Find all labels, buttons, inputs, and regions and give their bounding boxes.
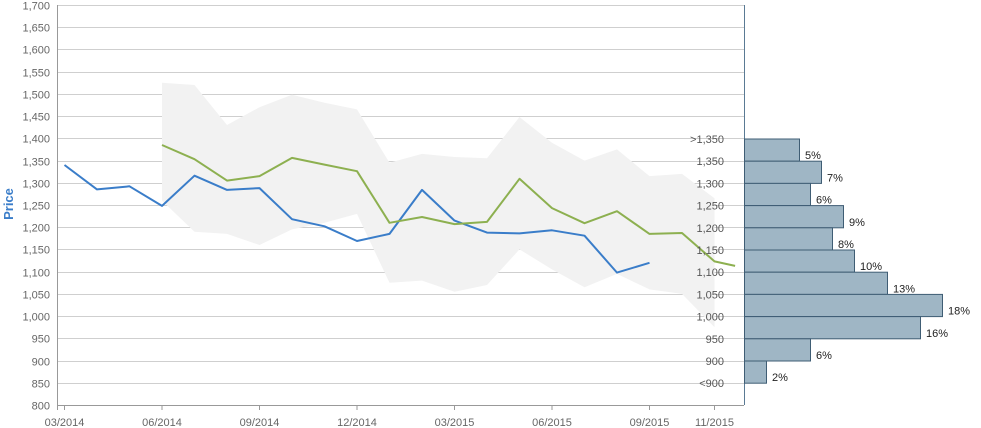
y-axis-label: Price xyxy=(1,188,16,220)
distribution-bin-label: 1,350 xyxy=(696,156,724,168)
distribution-percent-label: 2% xyxy=(772,372,788,384)
distribution-bin-label: >1,350 xyxy=(690,134,724,146)
distribution-bin-label: 1,250 xyxy=(696,201,724,213)
distribution-bar xyxy=(744,205,844,229)
distribution-bar xyxy=(744,182,811,207)
distribution-bar xyxy=(744,338,811,362)
distribution-bar xyxy=(744,316,921,340)
y-tick-label: 1,250 xyxy=(22,201,50,213)
y-tick-label: 1,450 xyxy=(22,112,50,124)
distribution-bin-label: 1,200 xyxy=(696,223,724,235)
distribution-bin-label: 1,100 xyxy=(696,267,724,279)
x-tick-label: 06/2014 xyxy=(142,417,182,428)
distribution-percent-label: 6% xyxy=(816,195,832,207)
distribution-bar xyxy=(744,227,833,251)
y-tick-label: 1,500 xyxy=(22,90,50,102)
y-axis-tick-labels: 800 850 900 950 1,000 1,050 1,100 1,150 1,200 1,2… xyxy=(22,1,50,413)
distribution-percent-label: 6% xyxy=(816,350,832,362)
distribution-bin-label: 950 xyxy=(706,334,724,346)
distribution-bin-label: 1,150 xyxy=(696,245,724,257)
y-tick-label: 1,650 xyxy=(22,23,50,35)
distribution-percent-label: 16% xyxy=(926,328,948,340)
distribution-bar xyxy=(744,271,888,295)
y-tick-label: 800 xyxy=(32,401,50,413)
distribution-bar xyxy=(744,293,943,318)
y-tick-label: 1,600 xyxy=(22,45,50,57)
distribution-bin-label: 900 xyxy=(706,356,724,368)
x-tick-label: 03/2015 xyxy=(435,417,475,428)
distribution-percent-label: 8% xyxy=(838,239,854,251)
series-line-1 xyxy=(63,164,650,274)
series-lines xyxy=(63,144,736,274)
y-tick-label: 1,050 xyxy=(22,290,50,302)
x-tick-label: 09/2014 xyxy=(240,417,280,428)
x-axis-tick-labels: 03/2014 06/2014 09/2014 12/2014 03/2015 06/20… xyxy=(45,405,734,428)
x-tick-label: 11/2015 xyxy=(695,417,734,428)
distribution-bin-label: 1,000 xyxy=(696,312,724,324)
distribution-percent-label: 5% xyxy=(805,150,821,162)
distribution-bar xyxy=(744,249,855,273)
distribution-bar xyxy=(744,360,767,384)
y-tick-label: 1,350 xyxy=(22,157,50,169)
y-tick-label: 1,150 xyxy=(22,245,50,257)
distribution-bin-label: <900 xyxy=(699,378,724,390)
distribution-bar xyxy=(744,138,800,162)
x-tick-label: 03/2014 xyxy=(45,417,85,428)
distribution-percent-label: 9% xyxy=(849,217,865,229)
y-tick-label: 1,400 xyxy=(22,134,50,146)
y-tick-label: 1,700 xyxy=(22,1,50,13)
x-tick-label: 12/2014 xyxy=(337,417,377,428)
y-tick-label: 900 xyxy=(32,357,50,369)
distribution-bin-label: 1,300 xyxy=(696,178,724,190)
distribution-percent-label: 10% xyxy=(860,261,882,273)
distribution-bar xyxy=(744,160,822,184)
y-tick-label: 1,000 xyxy=(22,312,50,324)
x-tick-label: 06/2015 xyxy=(532,417,572,428)
distribution-bin-label: 1,050 xyxy=(696,289,724,301)
x-tick-label: 09/2015 xyxy=(630,417,670,428)
y-tick-label: 1,550 xyxy=(22,68,50,80)
y-tick-label: 950 xyxy=(32,334,50,346)
y-tick-label: 1,300 xyxy=(22,179,50,191)
y-tick-label: 1,200 xyxy=(22,223,50,235)
distribution-percent-label: 13% xyxy=(893,283,915,295)
distribution-percent-label: 7% xyxy=(827,172,843,184)
series-line-2 xyxy=(161,144,736,267)
distribution-histogram: >1,350 5% 1,350 7% 1,300 6% 1,250 9% 1,200 8% 1,15… xyxy=(690,134,970,390)
distribution-percent-label: 18% xyxy=(948,306,970,318)
y-tick-label: 1,100 xyxy=(22,268,50,280)
y-tick-label: 850 xyxy=(32,379,50,391)
